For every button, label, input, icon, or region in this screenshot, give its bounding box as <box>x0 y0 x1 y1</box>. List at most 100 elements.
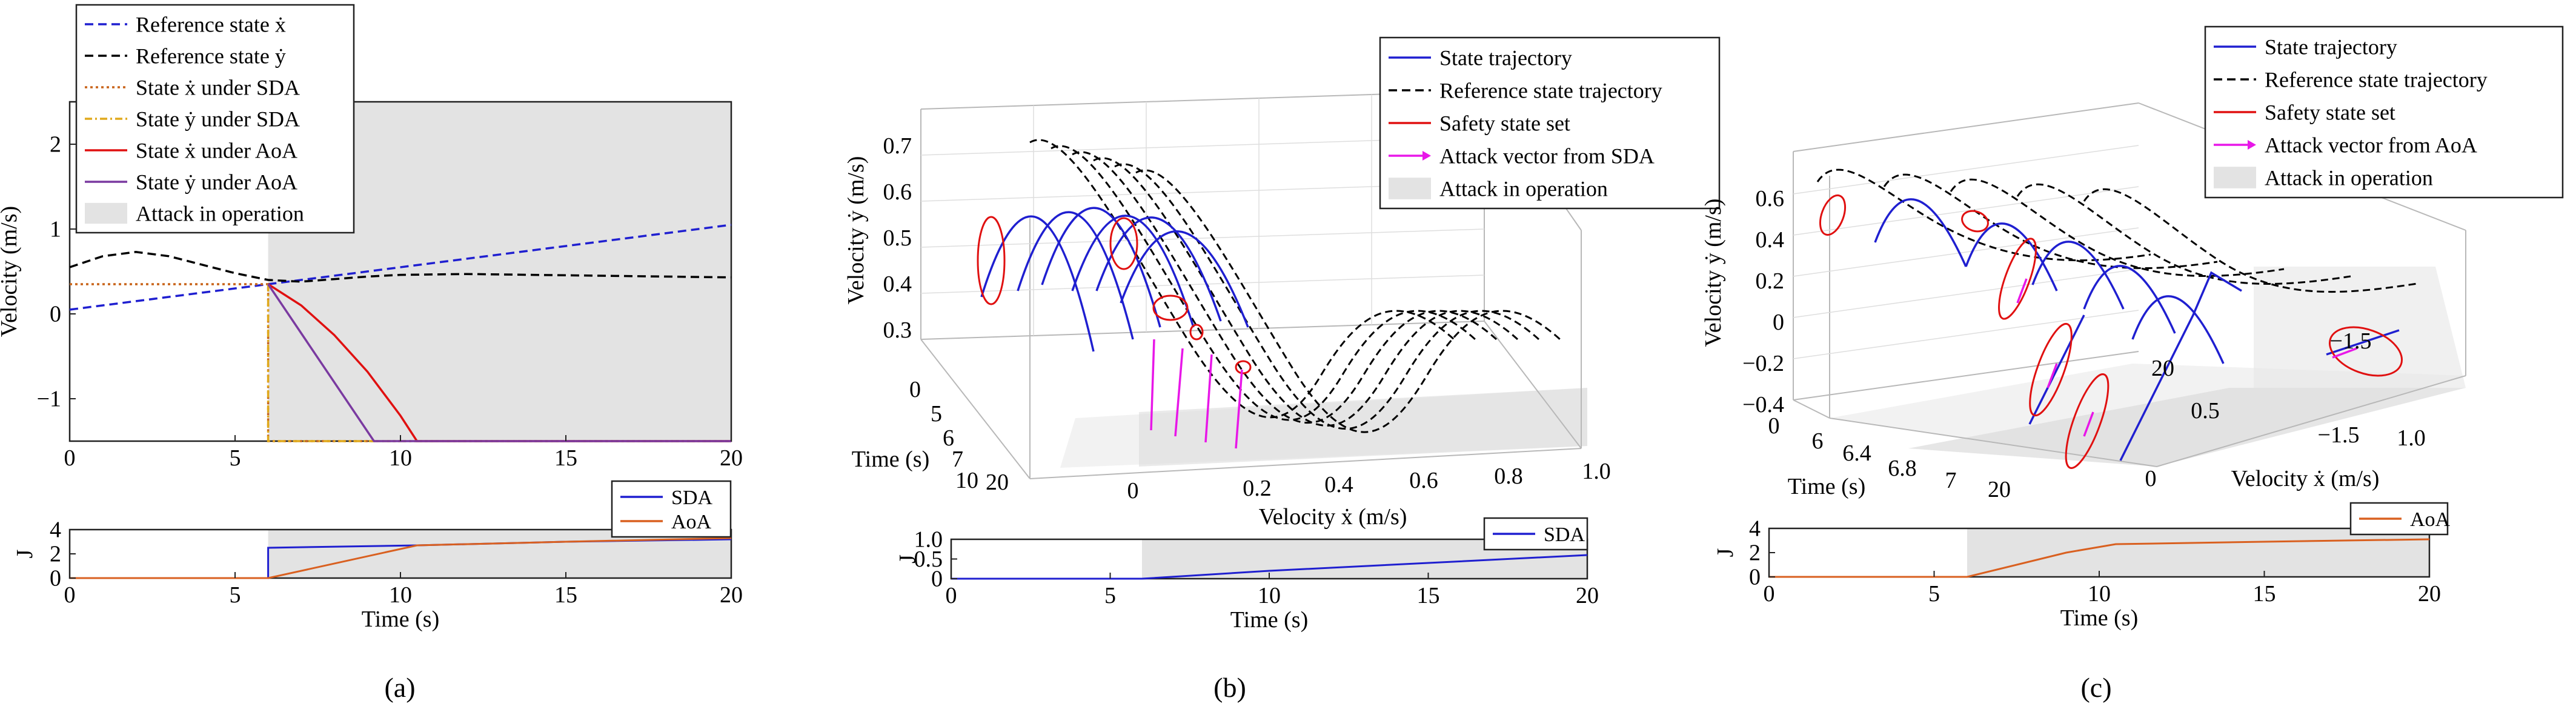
box-edge <box>1829 418 2157 467</box>
z-tick-label: 0.7 <box>883 133 912 159</box>
y-axis-label: J <box>1713 548 1738 557</box>
z-axis-label: Velocity ẏ (m/s) <box>843 156 869 305</box>
legend-label: Reference state trajectory <box>2265 68 2488 92</box>
y-tick-label: 0 <box>50 566 61 591</box>
series-line <box>70 537 732 579</box>
x-tick-label: 0 <box>64 445 76 471</box>
attack-vector <box>1150 339 1155 431</box>
vx-tick-label: 0.4 <box>1324 472 1353 497</box>
legend-c: State trajectory Reference state trajecto… <box>2204 25 2564 199</box>
attack-shaded-region <box>268 530 732 578</box>
time-tick-label: 5 <box>931 401 942 427</box>
y-tick-label: 2 <box>1749 541 1761 566</box>
x-tick-label: 10 <box>389 445 412 471</box>
z-tick-label: −0.2 <box>1742 351 1784 376</box>
vx-axis-label: Velocity ẋ (m/s) <box>1259 504 1407 530</box>
legend-label: State ẋ under SDA <box>136 76 300 100</box>
reference-trajectory <box>1816 168 2151 262</box>
state-trajectory <box>1041 207 1161 328</box>
vx-axis-label: Velocity ẋ (m/s) <box>2231 466 2380 491</box>
grid-line <box>1793 227 2139 277</box>
safety-state-set <box>1152 294 1189 321</box>
state-trajectory <box>1017 211 1134 340</box>
legend-label: SDA <box>671 487 712 509</box>
panel--b-cost: 0 5 10 15 20 00.51.0 Time (s) J <box>895 527 1599 633</box>
time-axis-label: Time (s) <box>1788 474 1865 499</box>
legend-label: Attack vector from AoA <box>2265 133 2477 158</box>
time-tick-label: 0 <box>1768 413 1780 439</box>
z-tick-label: 0.2 <box>1756 268 1785 294</box>
reference-trajectory <box>1072 151 1498 424</box>
z-tick-label: 0 <box>1773 310 1784 335</box>
state-trajectory <box>2119 271 2242 461</box>
legend-label: State trajectory <box>1439 46 1572 70</box>
safety-state-set <box>1235 360 1252 374</box>
series-line <box>70 283 731 442</box>
legend-label: State ẏ under SDA <box>136 107 300 131</box>
z-tick-label: −0.4 <box>1742 392 1784 418</box>
legend-arrow-head <box>1422 151 1431 161</box>
y-tick-label: 4 <box>50 517 61 543</box>
series-line <box>267 284 731 442</box>
legend-label: State trajectory <box>2265 35 2397 59</box>
vx-tick-label: 0.2 <box>1243 476 1272 501</box>
vx-tick-label: 1.0 <box>2397 425 2426 451</box>
vx-tick-label: 0.6 <box>1409 468 1438 493</box>
box-edge <box>1793 102 2139 152</box>
legend-frame <box>1379 36 1721 210</box>
safety-state-set <box>977 216 1006 305</box>
attack-vector <box>2332 347 2357 359</box>
y-tick-label: 1 <box>50 217 61 242</box>
grid-line <box>1793 268 2139 318</box>
safety-state-set <box>1109 217 1138 270</box>
legend-label: Reference state ẋ <box>136 13 286 37</box>
time-tick-label: 0 <box>909 377 921 402</box>
x-tick-label: 20 <box>720 445 743 471</box>
attack-floor-region <box>1139 388 1587 467</box>
y-tick-label: 0.5 <box>914 547 943 572</box>
attack-shaded-region <box>1967 528 2429 577</box>
z-tick-label: 0.4 <box>1756 227 1785 253</box>
reference-trajectory <box>1883 173 2218 269</box>
z-tick-label: 0.3 <box>883 318 912 343</box>
reference-trajectory <box>1135 169 1561 433</box>
box-edge <box>1484 321 1582 449</box>
x-tick-label: 5 <box>1104 583 1116 608</box>
x-tick-label: 5 <box>230 582 241 608</box>
state-trajectory <box>1874 198 1967 267</box>
safety-state-set <box>1189 324 1204 341</box>
x-tick-label: 20 <box>2418 581 2441 607</box>
x-tick-label: 15 <box>1417 583 1440 608</box>
time-tick-label: 20 <box>986 470 1009 495</box>
vx-tick-label: 0 <box>2145 466 2157 491</box>
x-tick-label: 10 <box>389 582 412 608</box>
panel-label: (a) <box>384 672 415 703</box>
safety-state-set <box>1998 238 2037 320</box>
legend-arrow-head <box>2248 140 2256 150</box>
y-axis-label: J <box>12 550 38 559</box>
box-edge <box>1793 399 1830 419</box>
legend-label: AoA <box>671 511 712 533</box>
time-tick-label: 6.4 <box>1842 441 1871 466</box>
time-tick-label: 10 <box>955 468 978 493</box>
attack-vector <box>2047 363 2058 388</box>
y-tick-label: 4 <box>1749 516 1761 542</box>
legend-b: State trajectory Reference state trajecto… <box>1379 36 1721 210</box>
series-line <box>69 224 732 311</box>
z-tick-label: 0.5 <box>883 225 912 251</box>
series-line <box>69 251 732 283</box>
legend-label: AoA <box>2410 508 2451 531</box>
x-tick-label: 20 <box>1576 583 1599 608</box>
legend-c-cost: AoA <box>2349 502 2451 536</box>
y-axis-label: J <box>895 554 920 564</box>
x-axis-label: Time (s) <box>362 607 439 632</box>
state-trajectory <box>1120 230 1249 328</box>
vx-tick-label: −1.5 <box>2318 422 2360 448</box>
grid-line <box>920 228 1485 248</box>
attack-vector <box>1235 369 1243 449</box>
box-edge <box>1793 351 2139 401</box>
vx-tick-label: −1.5 <box>2330 328 2372 354</box>
panel-label: (c) <box>2080 672 2111 703</box>
legend-frame <box>75 4 355 234</box>
